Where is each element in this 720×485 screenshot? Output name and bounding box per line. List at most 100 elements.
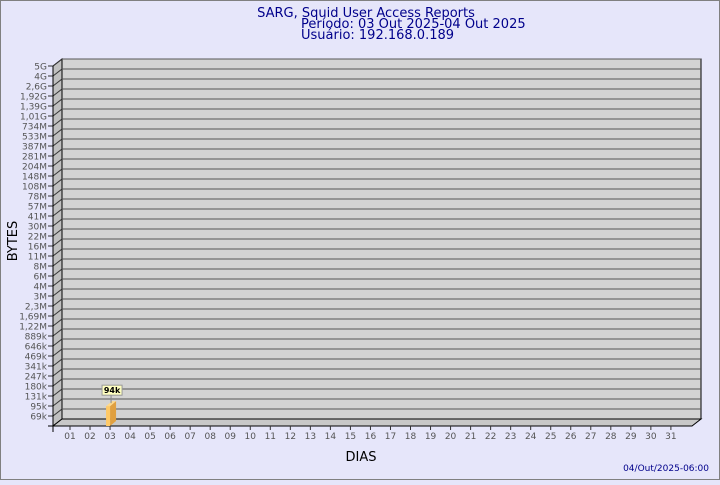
y-grid-side bbox=[52, 228, 63, 237]
y-grid-side bbox=[52, 98, 63, 107]
chart-subtitle-user: Usuário: 192.168.0.189 bbox=[301, 28, 454, 43]
y-grid-side bbox=[52, 68, 63, 77]
data-label-box bbox=[101, 384, 123, 396]
y-tick-label: 95k bbox=[30, 403, 47, 413]
y-tick-label: 204M bbox=[22, 163, 47, 173]
y-grid-side bbox=[52, 378, 63, 387]
x-tick-label: 12 bbox=[285, 432, 296, 442]
y-tick-label: 1,92G bbox=[20, 93, 47, 103]
y-tick-label: 22M bbox=[28, 233, 47, 243]
y-grid-side bbox=[52, 298, 63, 307]
y-grid-side bbox=[52, 358, 63, 367]
y-grid-side bbox=[52, 348, 63, 357]
x-tick-label: 02 bbox=[84, 432, 95, 442]
y-tick-label: 341k bbox=[25, 363, 48, 373]
y-grid-side bbox=[52, 328, 63, 337]
y-axis-label: BYTES bbox=[6, 221, 21, 262]
x-tick-label: 19 bbox=[425, 432, 437, 442]
y-tick-label: 2,3M bbox=[25, 303, 47, 313]
x-tick-label: 21 bbox=[465, 432, 476, 442]
bar-top bbox=[106, 401, 117, 407]
x-tick-label: 24 bbox=[525, 432, 537, 442]
y-grid-side bbox=[52, 238, 63, 247]
y-grid-side bbox=[52, 278, 63, 287]
x-tick-label: 31 bbox=[665, 432, 676, 442]
y-grid-side bbox=[52, 58, 63, 67]
y-tick-label: 78M bbox=[28, 193, 47, 203]
y-tick-label: 1,39G bbox=[20, 103, 47, 113]
y-tick-label: 387M bbox=[22, 143, 47, 153]
x-tick-label: 18 bbox=[405, 432, 417, 442]
y-tick-label: 5G bbox=[34, 63, 47, 73]
y-tick-label: 1,01G bbox=[20, 113, 47, 123]
y-grid-side bbox=[52, 218, 63, 227]
y-grid-side bbox=[52, 168, 63, 177]
x-tick-label: 29 bbox=[625, 432, 637, 442]
y-tick-label: 2,6G bbox=[26, 83, 47, 93]
x-tick-label: 23 bbox=[505, 432, 516, 442]
y-tick-label: 69k bbox=[30, 413, 47, 423]
y-grid-side bbox=[52, 368, 63, 377]
y-tick-label: 16M bbox=[28, 243, 47, 253]
x-tick-label: 25 bbox=[545, 432, 556, 442]
y-grid-side bbox=[52, 78, 63, 87]
y-grid-side bbox=[52, 248, 63, 257]
y-tick-label: 469k bbox=[25, 353, 48, 363]
y-grid-side bbox=[52, 108, 63, 117]
y-grid-side bbox=[52, 268, 63, 277]
chart-title: SARG, Squid User Access Reports bbox=[257, 6, 475, 21]
x-tick-label: 26 bbox=[565, 432, 577, 442]
y-tick-label: 646k bbox=[25, 343, 48, 353]
bar-side bbox=[110, 401, 117, 426]
x-tick-label: 09 bbox=[225, 432, 237, 442]
y-tick-label: 533M bbox=[22, 133, 47, 143]
data-label: 94k bbox=[104, 386, 121, 395]
y-tick-label: 11M bbox=[28, 253, 47, 263]
y-tick-label: 8M bbox=[34, 263, 48, 273]
y-grid-side bbox=[52, 318, 63, 327]
y-grid-side bbox=[52, 128, 63, 137]
y-grid-side bbox=[52, 258, 63, 267]
x-tick-label: 15 bbox=[345, 432, 356, 442]
x-tick-label: 27 bbox=[585, 432, 596, 442]
y-tick-label: 1,22M bbox=[19, 323, 47, 333]
chart-subtitle-period: Período: 03 Out 2025-04 Out 2025 bbox=[301, 17, 526, 32]
y-tick-label: 6M bbox=[34, 273, 48, 283]
x-tick-label: 01 bbox=[64, 432, 75, 442]
y-grid-side bbox=[52, 388, 63, 397]
y-grid-side bbox=[52, 208, 63, 217]
plot-floor bbox=[51, 418, 703, 427]
x-tick-label: 05 bbox=[144, 432, 155, 442]
y-tick-label: 41M bbox=[28, 213, 47, 223]
y-tick-label: 889k bbox=[25, 333, 48, 343]
x-tick-label: 11 bbox=[265, 432, 276, 442]
y-grid-side bbox=[52, 118, 63, 127]
y-tick-label: 3M bbox=[34, 293, 48, 303]
x-tick-label: 10 bbox=[245, 432, 257, 442]
y-grid-side bbox=[52, 308, 63, 317]
y-tick-label: 30M bbox=[28, 223, 47, 233]
y-tick-label: 148M bbox=[22, 173, 47, 183]
y-tick-label: 4M bbox=[34, 283, 48, 293]
y-tick-label: 247k bbox=[25, 373, 48, 383]
y-tick-label: 180k bbox=[25, 383, 48, 393]
y-grid-side bbox=[52, 188, 63, 197]
y-grid-side bbox=[52, 338, 63, 347]
y-grid-side bbox=[52, 398, 63, 407]
x-tick-label: 17 bbox=[385, 432, 396, 442]
y-grid-side bbox=[52, 158, 63, 167]
y-tick-label: 4G bbox=[34, 73, 47, 83]
bar bbox=[106, 406, 111, 426]
y-grid-side bbox=[52, 148, 63, 157]
chart-footer: 04/Out/2025-06:00 bbox=[623, 464, 709, 474]
x-tick-label: 28 bbox=[605, 432, 617, 442]
x-tick-label: 14 bbox=[325, 432, 337, 442]
y-grid-side bbox=[52, 138, 63, 147]
y-grid-side bbox=[52, 178, 63, 187]
x-tick-label: 30 bbox=[645, 432, 657, 442]
y-grid-side bbox=[52, 408, 63, 417]
x-tick-label: 04 bbox=[124, 432, 136, 442]
y-tick-label: 108M bbox=[22, 183, 47, 193]
